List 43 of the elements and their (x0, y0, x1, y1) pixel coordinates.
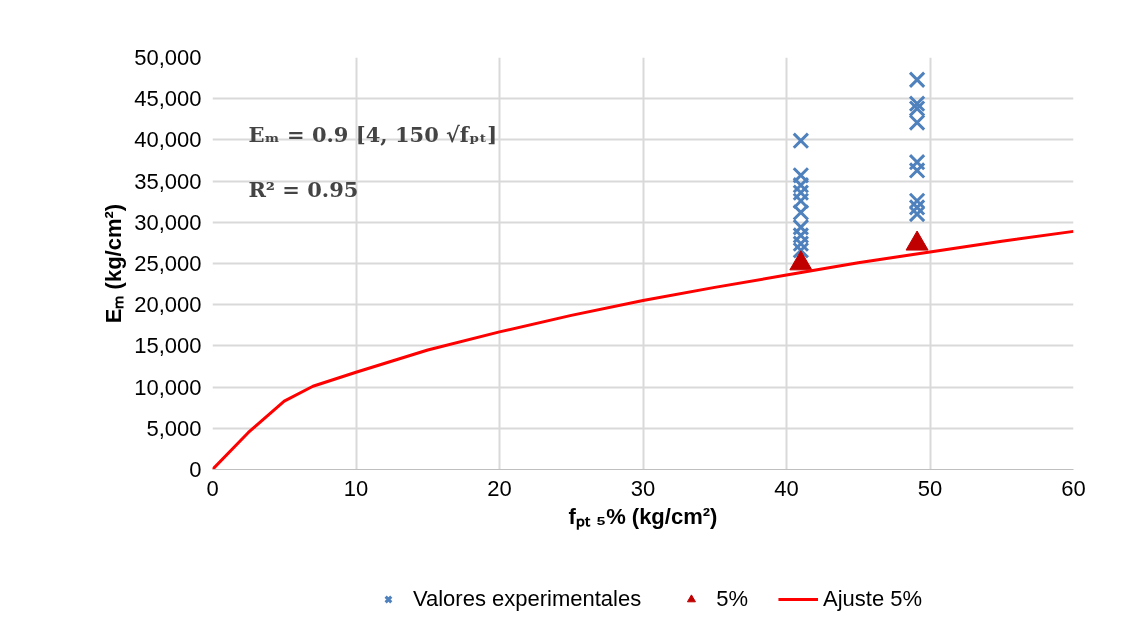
point (792, 203, 810, 221)
point (908, 198, 926, 217)
x-tick-label: 50 (917, 475, 943, 501)
y-tick-label: 50,000 (134, 45, 202, 70)
point (908, 71, 926, 89)
annotation: Eₘ = 0.9 [4, 150 √fₚₜ] (248, 121, 498, 147)
y-tick-label: 30,000 (134, 209, 202, 235)
x-tick-label: 30 (630, 475, 656, 501)
y-tick-label: 5,000 (146, 415, 202, 441)
annotation: R² = 0.95 (248, 176, 359, 202)
point (792, 235, 810, 253)
x-tick-label: 60 (1061, 475, 1086, 501)
y-tick-label: 45,000 (134, 86, 202, 112)
x-tick-label: 10 (343, 475, 369, 501)
point (792, 241, 810, 259)
y-tick-label: 40,000 (134, 127, 202, 153)
point (908, 161, 926, 179)
y-tick-label: 0 (189, 457, 202, 482)
point (792, 166, 810, 184)
point (792, 184, 810, 202)
point (908, 192, 926, 210)
y-tick-label: 20,000 (134, 292, 202, 318)
y-tick-label: 35,000 (134, 168, 202, 194)
point (792, 176, 810, 194)
x-tick-label: 0 (206, 475, 219, 501)
point (792, 192, 810, 210)
x-axis-title: fₚₜ ₅% (kg/cm²) (568, 503, 718, 530)
y-tick-label: 15,000 (134, 333, 202, 359)
x-tick-label: 40 (774, 475, 799, 501)
point (908, 153, 926, 171)
legend-label: 5% (716, 586, 748, 612)
y-tick-label: 25,000 (134, 251, 202, 276)
y-axis-title: Eₘ (kg/cm²) (101, 203, 127, 324)
legend-label: Ajuste 5% (823, 586, 923, 612)
point (792, 218, 810, 236)
line-series (212, 229, 1074, 470)
x-tick-label: 20 (487, 475, 512, 501)
legend-label: Valores experimentales (412, 586, 642, 612)
point (908, 114, 926, 132)
point (908, 205, 926, 223)
point (792, 226, 810, 245)
point (792, 132, 810, 150)
y-tick-label: 10,000 (134, 374, 202, 400)
